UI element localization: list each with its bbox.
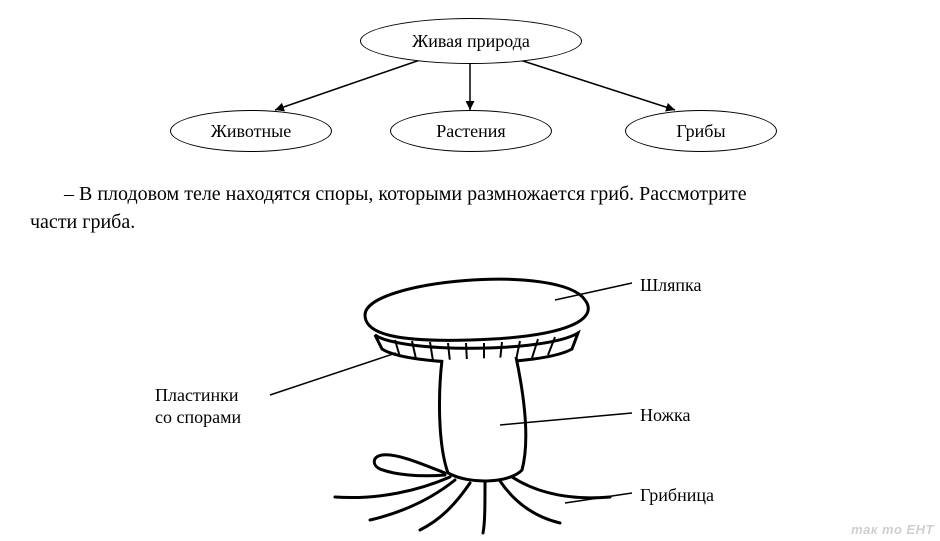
body-text-line2: части гриба. xyxy=(30,211,135,233)
mushroom-leader-line xyxy=(270,353,396,395)
mushroom-mycelium-line xyxy=(374,455,445,476)
mushroom-mycelium-line xyxy=(512,477,610,498)
hierarchy-arrow xyxy=(275,60,420,110)
mushroom-label-mycelium: Грибница xyxy=(640,485,714,507)
mushroom-svg xyxy=(0,245,940,535)
mushroom-label-gills: Пластинкисо спорами xyxy=(155,385,241,428)
hierarchy-root-node: Живая природа xyxy=(360,18,582,64)
mushroom-mycelium-line xyxy=(420,483,470,530)
mushroom-cap xyxy=(365,279,588,340)
hierarchy-child-node-2: Грибы xyxy=(625,110,777,152)
hierarchy-child-node-1: Растения xyxy=(390,110,552,152)
body-text-line1: В плодовом теле находятся споры, которым… xyxy=(79,183,747,205)
mushroom-diagram: Шляпка Ножка Грибница Пластинкисо спорами xyxy=(0,245,940,535)
mushroom-mycelium-line xyxy=(483,483,485,533)
body-text-dash: – xyxy=(64,183,74,205)
mushroom-stem xyxy=(440,357,526,481)
body-text-block: – В плодовом теле находятся споры, котор… xyxy=(30,180,910,236)
hierarchy-child-node-0: Животные xyxy=(170,110,332,152)
mushroom-label-stem: Ножка xyxy=(640,405,690,427)
mushroom-label-cap: Шляпка xyxy=(640,275,702,297)
hierarchy-arrow xyxy=(520,60,675,110)
watermark-text: так то ЕНТ xyxy=(851,522,934,537)
hierarchy-diagram: Живая природа Животные Растения Грибы xyxy=(0,0,940,170)
